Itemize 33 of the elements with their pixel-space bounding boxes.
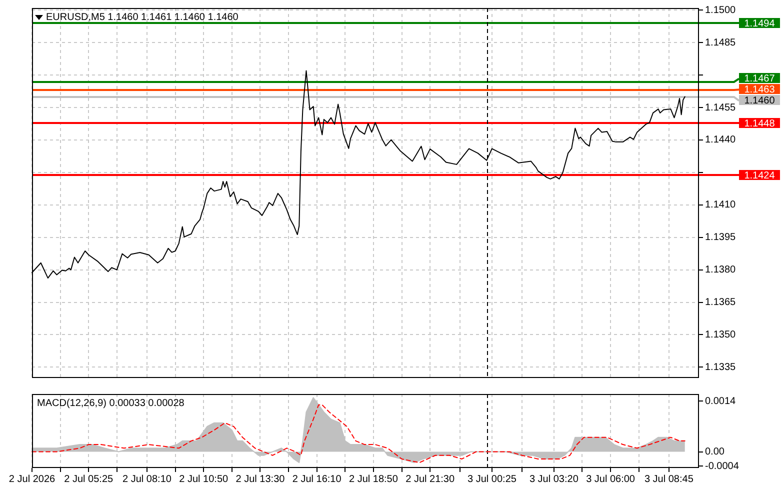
y-tick-label: 1.1365 — [705, 297, 736, 308]
y-tick-label: 1.1500 — [705, 4, 736, 16]
y-tick-label: 1.1380 — [705, 264, 736, 276]
ref-line-label: 1.1494 — [744, 18, 776, 30]
x-tick-label: 2 Jul 18:50 — [348, 474, 398, 485]
y-tick-label: 1.1455 — [705, 102, 736, 114]
x-tick-label: 2 Jul 16:10 — [292, 474, 342, 485]
y-tick-label: 0.0014 — [705, 396, 736, 407]
y-tick-label: 1.1335 — [705, 362, 736, 373]
y-tick-label: 1.1485 — [705, 37, 736, 48]
x-tick-label: 2 Jul 05:25 — [64, 474, 114, 485]
chart-title: EURUSD,M5 1.1460 1.1461 1.1460 1.1460 — [46, 12, 239, 23]
x-tick-label: 2 Jul 2026 — [8, 474, 56, 485]
y-tick-label: 1.1440 — [705, 134, 736, 146]
y-tick-label: -0.0004 — [705, 460, 740, 472]
y-tick-label: 1.1395 — [705, 232, 736, 244]
x-tick-label: 3 Jul 00:25 — [468, 474, 517, 485]
x-tick-label: 3 Jul 06:00 — [586, 474, 636, 485]
x-tick-label: 3 Jul 08:45 — [644, 474, 694, 485]
ref-line-label: 1.1460 — [744, 95, 776, 106]
x-tick-label: 3 Jul 03:20 — [529, 474, 579, 485]
x-tick-label: 2 Jul 08:10 — [122, 474, 172, 485]
y-tick-label: 0.00 — [705, 446, 725, 458]
y-tick-label: 1.1410 — [705, 200, 736, 211]
y-tick-label: 1.1350 — [705, 329, 736, 340]
ref-line-label: 1.1467 — [744, 73, 776, 84]
x-tick-label: 2 Jul 21:30 — [406, 474, 455, 485]
chart-title: MACD(12,26,9) 0.00033 0.00028 — [37, 398, 185, 409]
ref-line-label: 1.1463 — [744, 84, 776, 96]
x-tick-label: 2 Jul 10:50 — [179, 474, 229, 485]
ref-line-label: 1.1424 — [744, 170, 776, 182]
ref-line-label: 1.1448 — [744, 118, 776, 130]
x-tick-label: 2 Jul 13:30 — [236, 474, 286, 485]
